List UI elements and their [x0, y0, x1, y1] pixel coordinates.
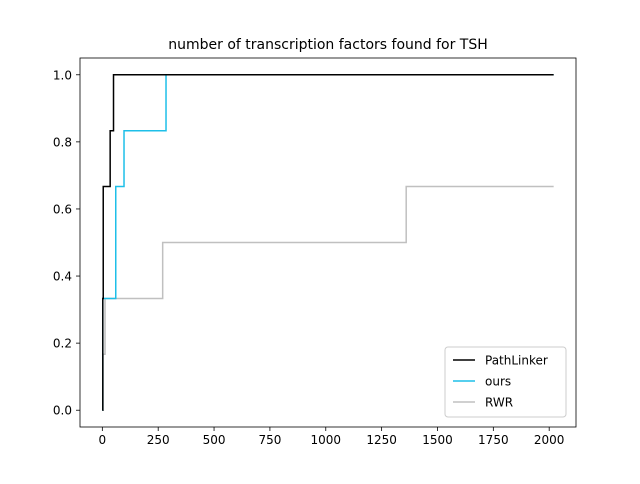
chart-title: number of transcription factors found fo… — [168, 37, 488, 53]
y-tick-label: 0.8 — [53, 135, 72, 149]
x-axis: 0 250 500 750 1000 1250 1500 1750 2000 — [99, 427, 565, 447]
x-tick-label: 0 — [99, 433, 107, 447]
x-tick-label: 750 — [258, 433, 281, 447]
y-tick-label: 0.4 — [53, 270, 72, 284]
y-tick-label: 0.2 — [53, 337, 72, 351]
x-tick-label: 250 — [147, 433, 170, 447]
legend-label-pathlinker: PathLinker — [485, 354, 548, 368]
series-line-pathlinker — [102, 74, 554, 411]
legend: PathLinker ours RWR — [444, 346, 567, 418]
x-tick-label: 1000 — [310, 433, 341, 447]
y-axis: 0.0 0.2 0.4 0.6 0.8 1.0 — [53, 68, 80, 418]
x-tick-label: 1750 — [478, 433, 509, 447]
series-layer — [102, 74, 554, 411]
legend-label-rwr: RWR — [485, 396, 513, 410]
x-tick-label: 1250 — [366, 433, 397, 447]
x-tick-label: 500 — [203, 433, 226, 447]
y-tick-label: 1.0 — [53, 68, 72, 82]
legend-box — [444, 346, 567, 418]
x-tick-label: 1500 — [422, 433, 453, 447]
plot-frame — [79, 57, 577, 428]
y-tick-label: 0.0 — [53, 404, 72, 418]
x-tick-label: 2000 — [534, 433, 565, 447]
legend-label-ours: ours — [485, 375, 511, 389]
y-tick-label: 0.6 — [53, 202, 72, 216]
